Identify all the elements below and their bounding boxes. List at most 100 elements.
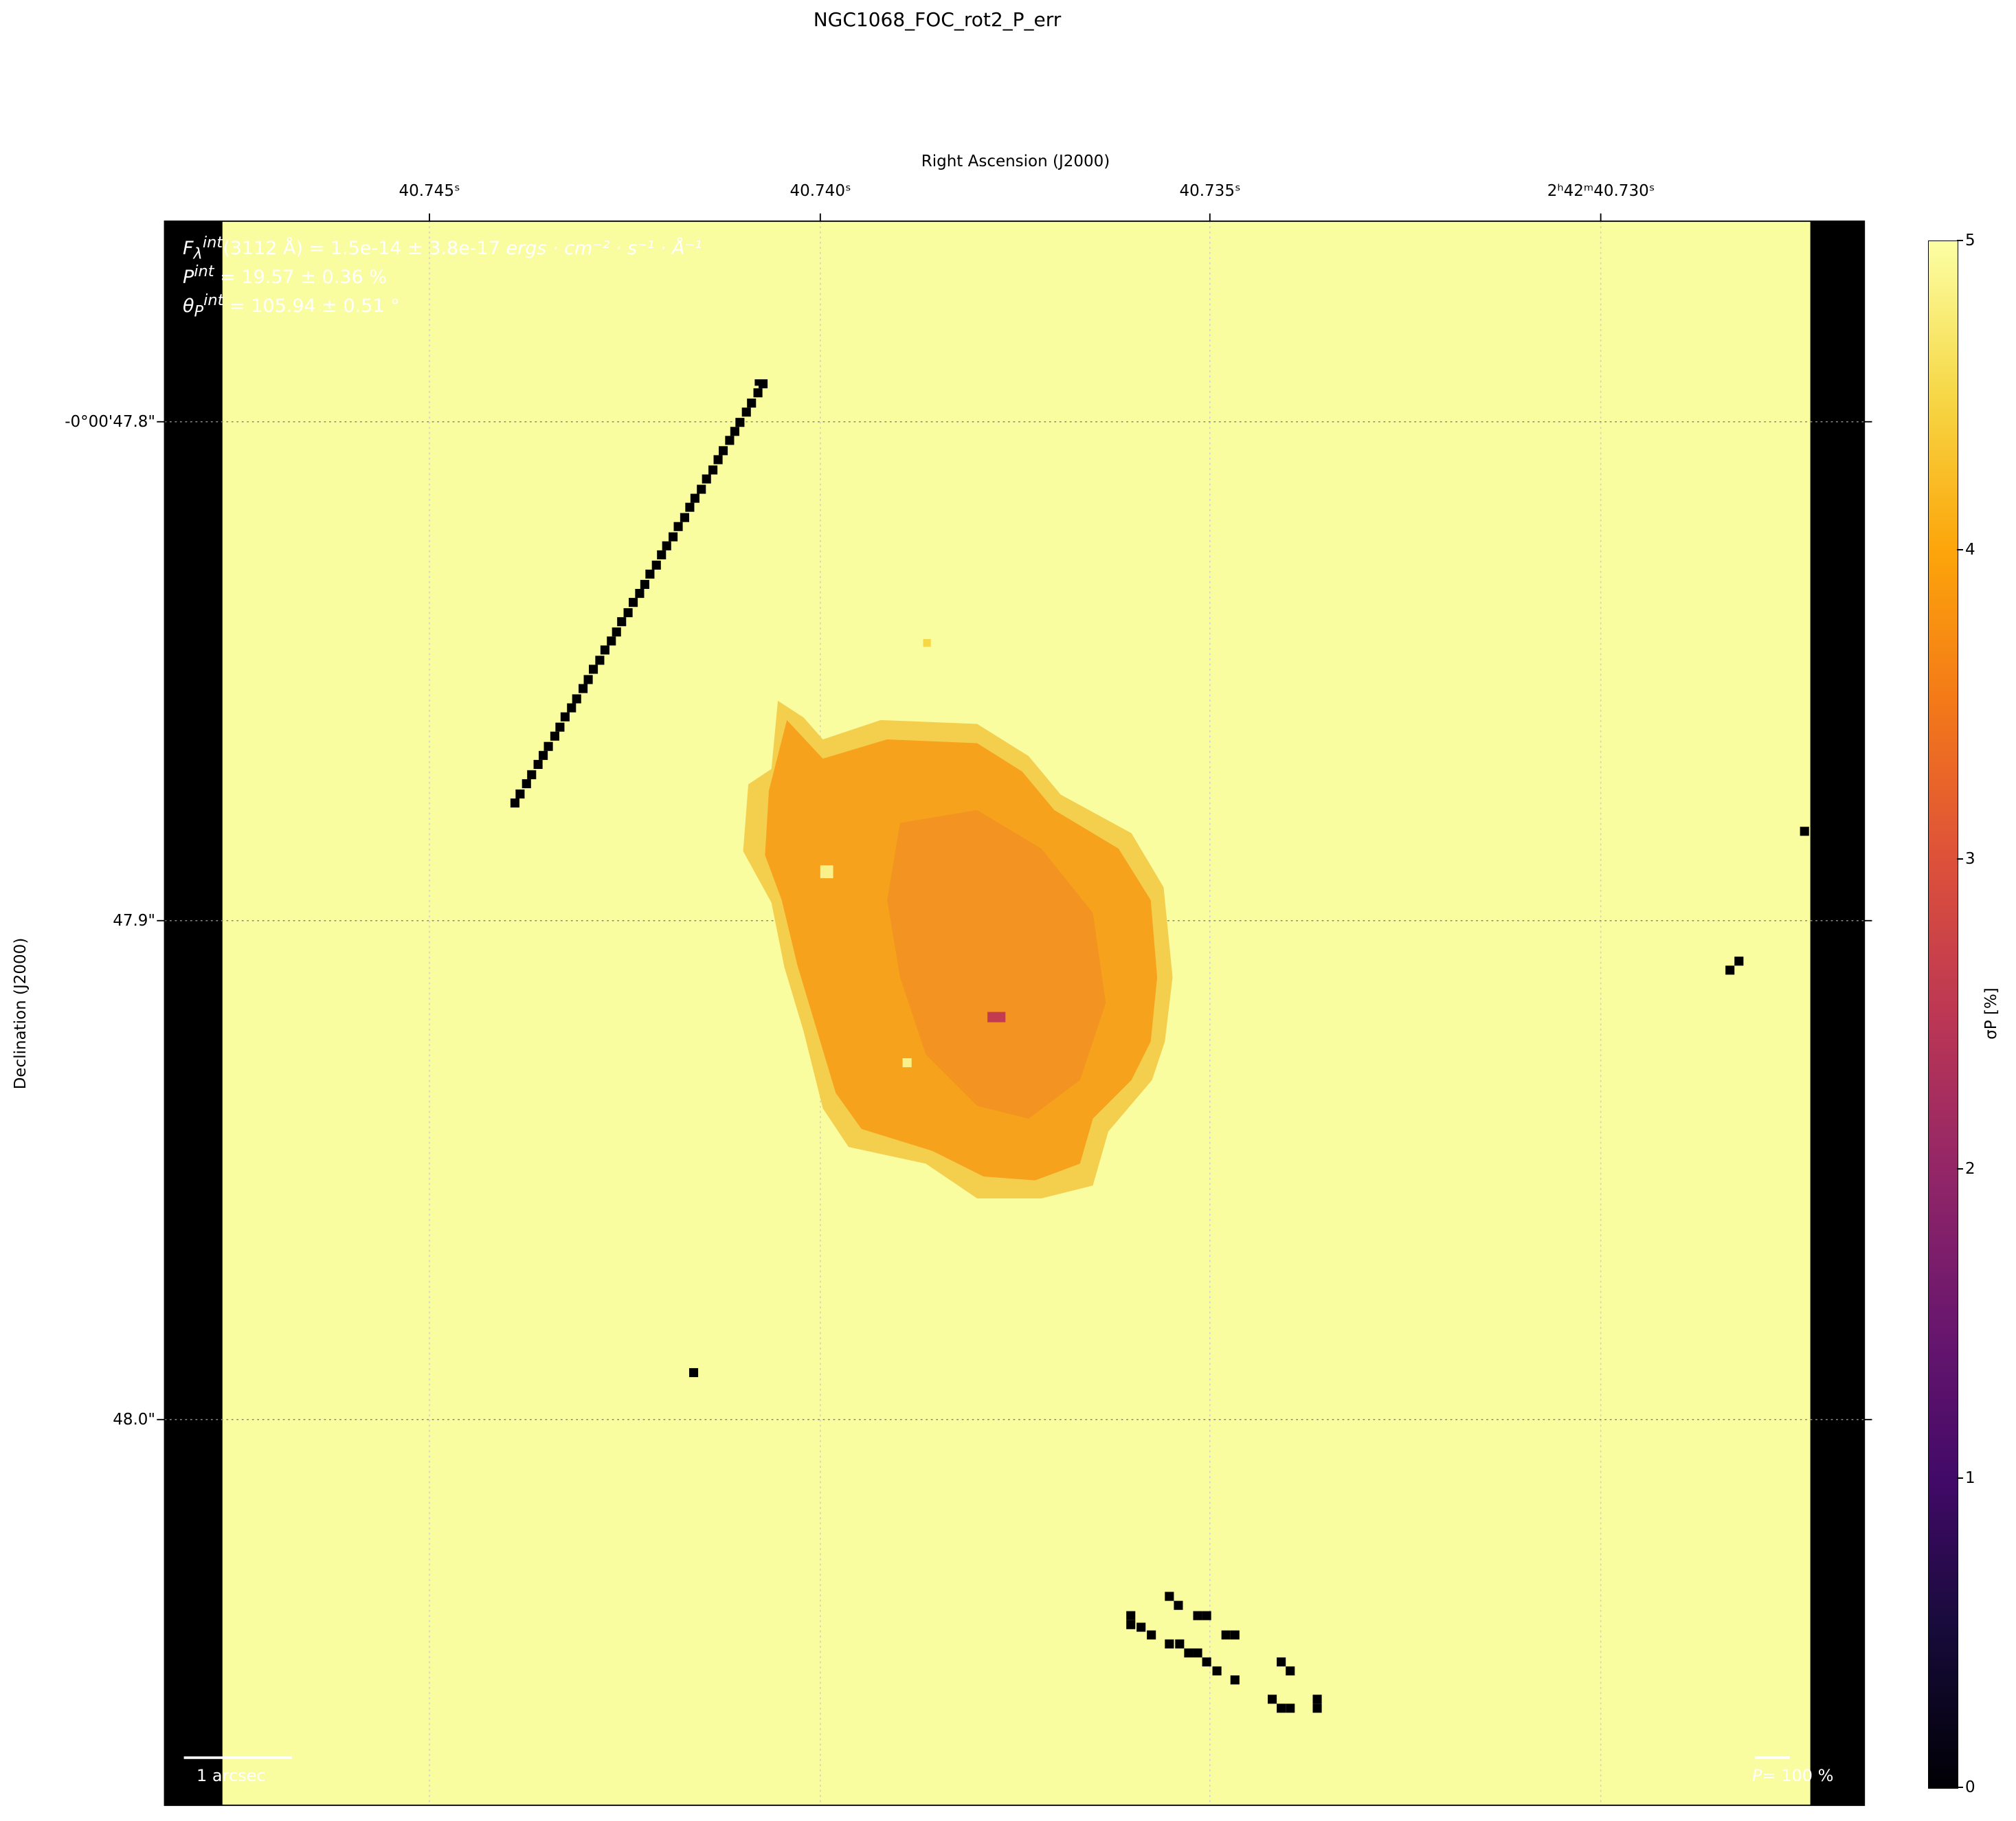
masked-pixel: [1725, 965, 1735, 975]
masked-pixel: [1165, 1639, 1174, 1649]
masked-pixel: [1312, 1695, 1322, 1704]
masked-pixel: [702, 474, 711, 484]
masked-pixel: [708, 465, 718, 475]
colorbar-tick: [1957, 1787, 1963, 1788]
masked-pixel: [1202, 1611, 1211, 1620]
masked-pixel: [560, 712, 570, 722]
tick-marks: [157, 213, 1872, 1420]
masked-pixel: [579, 684, 588, 693]
masked-pixel: [1165, 1591, 1174, 1601]
colorbar-tick-label: 1: [1965, 1468, 1975, 1487]
bright-pixel: [820, 865, 833, 879]
masked-pixel: [1175, 1639, 1185, 1649]
x-tick-label: 40.740ˢ: [789, 182, 851, 200]
masked-pixel: [1277, 1657, 1286, 1667]
masked-pixel: [1147, 1630, 1156, 1640]
masked-pixel: [1221, 1630, 1231, 1640]
masked-strip-left: [164, 221, 223, 1806]
polarization-annotation: Pint = 19.57 ± 0.36 %: [183, 262, 387, 288]
masked-pixel: [623, 608, 633, 618]
masked-pixel: [550, 731, 559, 741]
masked-pixel: [589, 664, 598, 674]
nucleus-pixel: [987, 1012, 1006, 1023]
colorbar-tick-label: 5: [1965, 232, 1975, 249]
masked-pixel: [539, 750, 548, 760]
masked-pixel: [645, 569, 655, 579]
masked-pixel: [533, 759, 543, 769]
masked-strip-right: [1810, 221, 1865, 1806]
x-tick-label: 40.735ˢ: [1179, 182, 1241, 200]
masked-pixel: [741, 407, 751, 417]
colorbar-tick: [1957, 549, 1963, 551]
colorbar-tick-label: 2: [1965, 1159, 1975, 1178]
scale-bar-label: 1 arcsec: [197, 1766, 266, 1785]
colorbar: [1928, 241, 1958, 1789]
masked-pixel: [1286, 1703, 1295, 1713]
masked-pixel: [662, 541, 671, 550]
x-tick-label: 2ʰ42ᵐ40.730ˢ: [1547, 182, 1655, 200]
y-tick-label: -0°00'47.8": [65, 413, 155, 431]
masked-pixel: [544, 741, 553, 751]
masked-pixel: [595, 656, 605, 665]
masked-pixel: [612, 627, 621, 637]
colorbar-tick-label: 0: [1965, 1778, 1975, 1796]
masked-pixel: [680, 513, 689, 522]
masked-pixel: [1312, 1703, 1322, 1713]
bright-pixel: [902, 1058, 912, 1068]
masked-pixel: [685, 502, 695, 512]
masked-pixel: [1184, 1648, 1194, 1657]
masked-pixel: [719, 446, 728, 456]
masked-pixel: [713, 455, 723, 465]
masked-pixel: [673, 522, 683, 531]
masked-pixel: [730, 427, 739, 436]
masked-pixel: [600, 645, 609, 655]
masked-pixel: [629, 598, 638, 607]
x-tick-label: 40.745ˢ: [399, 182, 460, 200]
colorbar-tick: [1957, 1477, 1963, 1479]
masked-pixel: [1202, 1657, 1211, 1667]
masked-pixel: [607, 636, 616, 646]
masked-pixel: [635, 589, 645, 599]
colorbar-label: σP [%]: [1982, 987, 2000, 1040]
masked-pixel: [725, 436, 735, 445]
bright-pixel: [923, 638, 931, 647]
chart-title: NGC1068_FOC_rot2_P_err: [813, 8, 1062, 31]
masked-pixel: [567, 703, 576, 713]
colorbar-tick: [1957, 858, 1963, 860]
masked-pixel: [1174, 1600, 1183, 1610]
masked-pixel: [1126, 1611, 1136, 1620]
flux-annotation: Fλint(3112 Å) = 1.5e-14 ± 3.8e-17 ergs ·…: [183, 234, 702, 263]
masked-pixel: [747, 399, 757, 408]
masked-pixel: [688, 1367, 699, 1378]
masked-pixel: [657, 550, 667, 559]
masked-pixel: [1277, 1703, 1286, 1713]
colorbar-tick-label: 4: [1965, 541, 1975, 559]
masked-pixel: [527, 770, 537, 779]
x-axis-label: Right Ascension (J2000): [921, 153, 1110, 170]
masked-pixel: [697, 484, 706, 494]
axes-frame: [164, 220, 1866, 1807]
masked-pixel: [690, 493, 699, 503]
colorbar-tick: [1957, 240, 1963, 241]
masked-pixel: [1230, 1630, 1240, 1640]
emission-region-inner: [887, 809, 1106, 1119]
masked-pixel: [1212, 1666, 1222, 1676]
masked-pixel: [1286, 1666, 1295, 1676]
masked-pixel: [522, 779, 531, 789]
masked-pixel: [1126, 1620, 1136, 1629]
y-tick-label: 47.9": [113, 912, 155, 930]
masked-pixel: [1230, 1675, 1240, 1685]
masked-pixel: [617, 617, 627, 627]
masked-pixel: [754, 379, 765, 386]
masked-pixel: [1193, 1611, 1202, 1620]
colorbar-tick-label: 3: [1965, 850, 1975, 869]
masked-pixel: [651, 560, 661, 570]
masked-pixel: [1800, 827, 1809, 836]
masked-pixel: [515, 789, 525, 799]
masked-pixel: [669, 532, 678, 541]
colorbar-tick: [1957, 1168, 1963, 1170]
polarization-scale-label: P= 100 %: [1752, 1766, 1834, 1785]
masked-pixel: [1734, 957, 1744, 966]
masked-pixel: [640, 579, 649, 590]
